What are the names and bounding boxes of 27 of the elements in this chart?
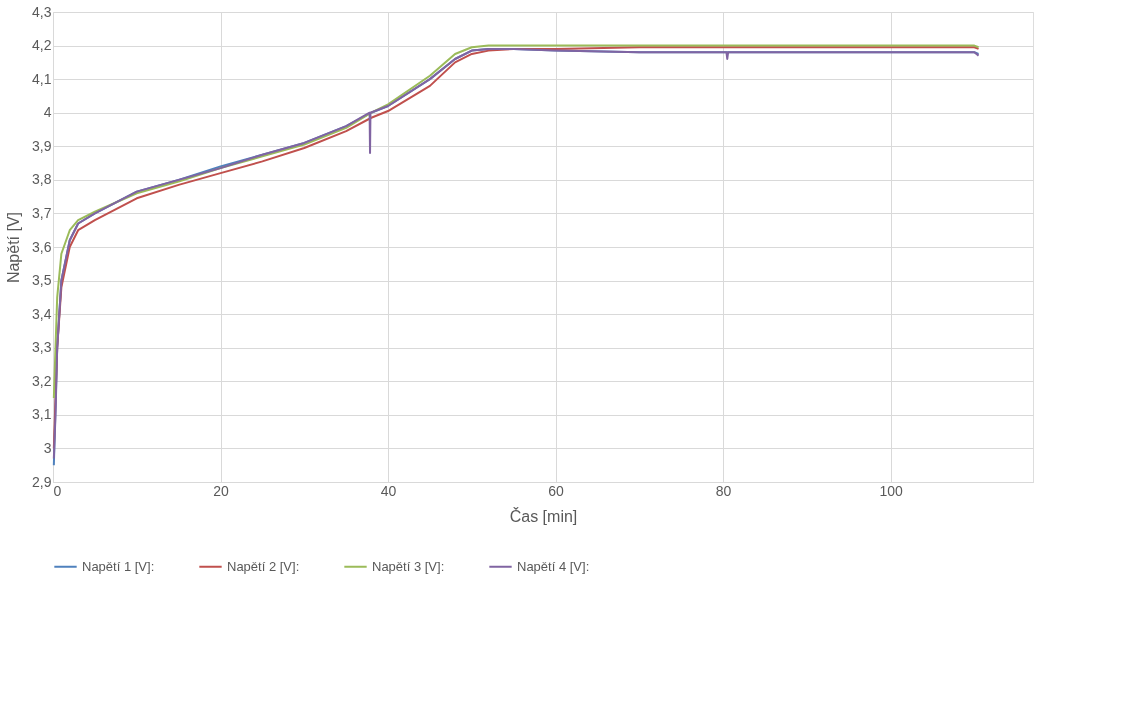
legend-label: Napětí 4 [V]: bbox=[517, 558, 590, 574]
y-tick-label: 4,2 bbox=[32, 37, 52, 54]
x-tick-label: 20 bbox=[213, 482, 230, 499]
y-tick-label: 4 bbox=[43, 104, 52, 121]
x-tick-label: 0 bbox=[53, 482, 62, 499]
y-tick-label: 4,3 bbox=[32, 3, 52, 20]
y-tick-label: 3,6 bbox=[32, 238, 52, 255]
y-tick-label: 3 bbox=[43, 439, 52, 456]
legend-label: Napětí 1 [V]: bbox=[82, 558, 155, 574]
x-tick-label: 60 bbox=[548, 482, 565, 499]
legend-label: Napětí 3 [V]: bbox=[372, 558, 445, 574]
x-tick-label: 80 bbox=[715, 482, 732, 499]
y-tick-label: 3,1 bbox=[32, 406, 52, 423]
y-tick-label: 3,8 bbox=[32, 171, 52, 188]
y-tick-label: 3,4 bbox=[32, 305, 52, 322]
x-tick-label: 40 bbox=[380, 482, 397, 499]
y-tick-label: 3,2 bbox=[32, 372, 52, 389]
y-tick-label: 3,3 bbox=[32, 339, 52, 356]
y-tick-label: 3,7 bbox=[32, 204, 52, 221]
y-tick-label: 3,9 bbox=[32, 137, 52, 154]
y-axis-title: Napětí [V] bbox=[5, 211, 23, 284]
x-axis-title: Čas [min] bbox=[509, 506, 578, 525]
legend-label: Napětí 2 [V]: bbox=[227, 558, 300, 574]
y-tick-label: 2,9 bbox=[32, 473, 52, 490]
y-tick-label: 4,1 bbox=[32, 70, 52, 87]
y-tick-label: 3,5 bbox=[32, 272, 52, 289]
x-tick-label: 100 bbox=[879, 482, 903, 499]
